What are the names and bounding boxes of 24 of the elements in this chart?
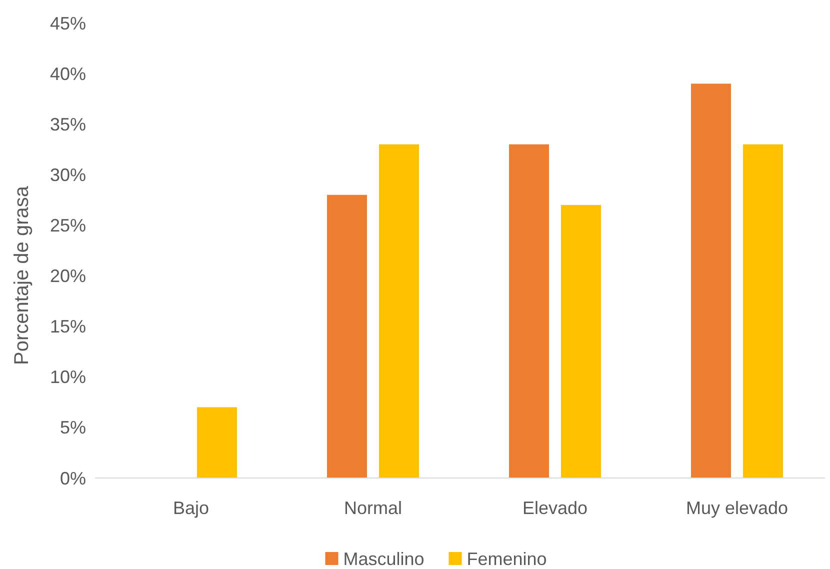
x-tick-label: Bajo	[172, 498, 210, 518]
y-tick-label: 25%	[50, 216, 86, 236]
y-tick-label: 40%	[50, 64, 86, 84]
bar	[509, 144, 549, 478]
bar	[743, 144, 783, 478]
y-tick-label: 20%	[50, 266, 86, 286]
bar	[197, 407, 237, 478]
y-axis-title: Porcentaje de grasa	[11, 185, 33, 366]
y-tick-label: 35%	[50, 114, 86, 134]
legend-label: Masculino	[343, 549, 424, 569]
bar	[327, 194, 367, 478]
bar	[379, 144, 419, 478]
x-tick-label: Elevado	[522, 498, 588, 518]
x-tick-label: Normal	[344, 498, 402, 518]
y-tick-label: 5%	[60, 418, 86, 438]
bar	[691, 84, 731, 478]
bar	[561, 205, 601, 478]
y-tick-label: 0%	[60, 468, 86, 488]
legend-label: Femenino	[466, 549, 547, 569]
y-tick-label: 45%	[50, 13, 86, 34]
y-tick-label: 30%	[50, 164, 86, 185]
y-tick-label: 10%	[50, 367, 86, 388]
y-tick-label: 15%	[50, 316, 86, 337]
x-tick-label: Muy elevado	[686, 498, 788, 518]
